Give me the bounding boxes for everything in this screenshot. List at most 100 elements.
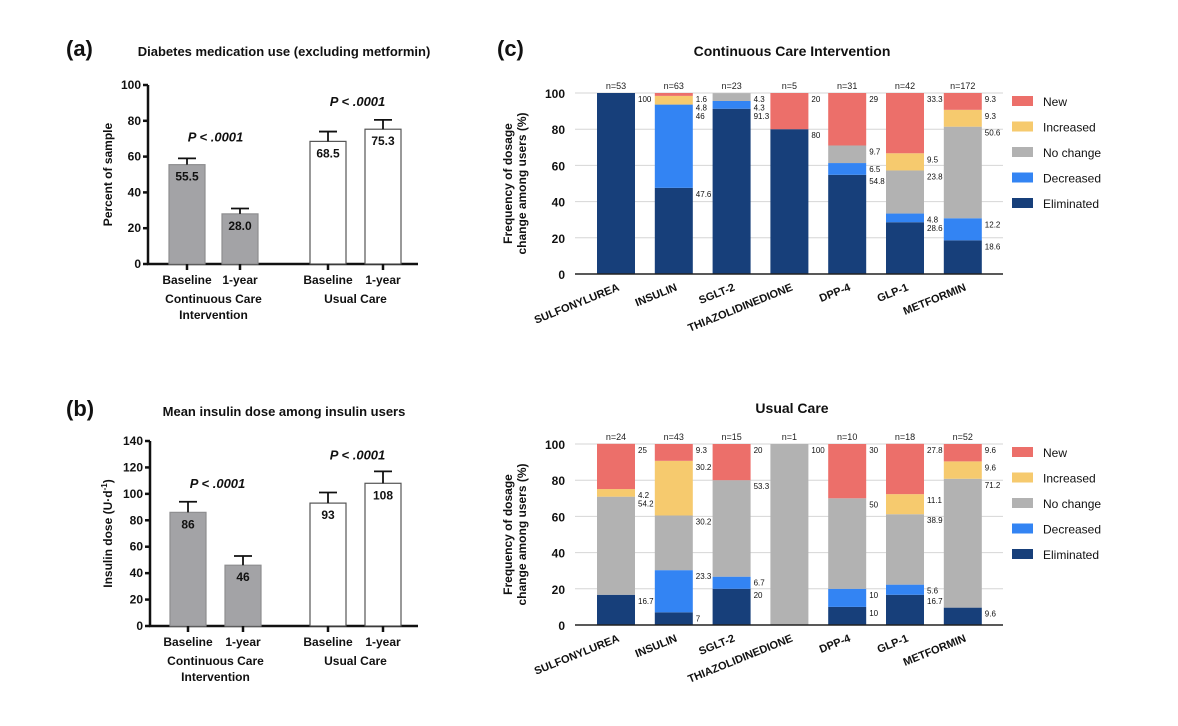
stacked-segment-decreased: [654, 104, 693, 188]
segment-value-label: 23.3: [696, 572, 712, 581]
x-tick-label: METFORMIN: [902, 282, 968, 318]
y-tick-label: 40: [128, 185, 142, 199]
y-axis-label: Frequency of dosage: [501, 474, 515, 595]
panel-a-letter: (a): [66, 36, 93, 61]
y-tick-label: 100: [545, 87, 565, 101]
x-tick-label: SULFONYLUREA: [533, 282, 621, 327]
x-tick-label: 1-year: [365, 635, 401, 649]
y-tick-label: 60: [552, 159, 566, 173]
segment-value-label: 16.7: [638, 597, 654, 606]
stacked-segment-new: [943, 444, 982, 462]
segment-value-label: 30.2: [696, 463, 712, 472]
group-label: Intervention: [181, 670, 250, 684]
chart-c2-title: Usual Care: [755, 400, 828, 416]
segment-value-label: 10: [869, 591, 878, 600]
segment-value-label: 29: [869, 95, 878, 104]
segment-value-label: 27.8: [927, 446, 943, 455]
stacked-segment-new: [712, 444, 751, 481]
stacked-segment-increased: [886, 494, 924, 515]
bar: [364, 128, 402, 265]
bar: [309, 502, 347, 627]
y-tick-label: 100: [123, 487, 143, 501]
n-label: n=10: [837, 432, 857, 442]
legend-swatch: [1012, 121, 1033, 132]
x-tick-label: 1-year: [222, 273, 258, 287]
segment-value-label: 4.3: [754, 104, 766, 113]
y-tick-label: 40: [552, 196, 566, 210]
segment-value-label: 47.6: [696, 190, 712, 199]
stacked-segment-eliminated: [770, 129, 809, 274]
segment-value-label: 54.8: [869, 177, 885, 186]
x-tick-label: SGLT-2: [697, 633, 736, 658]
group-label: Continuous Care: [165, 292, 262, 306]
y-tick-label: 0: [134, 257, 141, 271]
bar-value-label: 55.5: [175, 170, 199, 184]
chart-c2: 0 20 40 60 80 100 Frequency of dosage change am…: [501, 432, 1101, 686]
bar: [309, 140, 347, 265]
x-tick-label: Baseline: [162, 273, 212, 287]
y-tick-label: 80: [552, 474, 566, 488]
n-label: n=1: [782, 432, 797, 442]
stacked-segment-no-change: [770, 444, 809, 625]
segment-value-label: 9.6: [985, 446, 997, 455]
stacked-segment-eliminated: [886, 222, 924, 274]
y-tick-label: 60: [128, 150, 142, 164]
x-tick-label: Baseline: [163, 635, 213, 649]
p-value-label: P < .0001: [188, 129, 244, 144]
y-axis-label: Frequency of dosage: [501, 123, 515, 244]
segment-value-label: 6.5: [869, 165, 881, 174]
n-label: n=15: [721, 432, 741, 442]
p-value-label: P < .0001: [190, 476, 246, 491]
stacked-segment-eliminated: [654, 187, 693, 274]
legend-label: Increased: [1043, 472, 1096, 486]
y-tick-label: 0: [136, 619, 143, 633]
segment-value-label: 50: [869, 500, 878, 509]
x-tick-label: DPP-4: [818, 632, 853, 656]
stacked-segment-decreased: [828, 163, 867, 175]
y-axis-label: Insulin dose (U·d-1): [100, 479, 115, 587]
y-tick-label: 40: [130, 566, 144, 580]
y-tick-label: 140: [123, 434, 143, 448]
x-tick-label: SGLT-2: [697, 282, 736, 307]
chart-a: 0 20 40 60 80 100 Percent of sample 55.5 Baselin…: [101, 78, 418, 322]
stacked-segment-no-change: [828, 498, 867, 589]
bar-value-label: 68.5: [316, 146, 340, 160]
segment-value-label: 50.6: [985, 129, 1001, 138]
bar-value-label: 86: [181, 517, 195, 531]
bar-value-label: 93: [321, 508, 335, 522]
bar: [364, 482, 402, 627]
group-label: Usual Care: [324, 654, 387, 668]
segment-value-label: 53.3: [754, 482, 770, 491]
n-label: n=5: [782, 81, 797, 91]
chart-a-title: Diabetes medication use (excluding metfo…: [138, 44, 431, 59]
stacked-segment-no-change: [828, 145, 867, 164]
group-label: Continuous Care: [167, 654, 264, 668]
group-label: Intervention: [179, 308, 248, 322]
segment-value-label: 20: [754, 446, 763, 455]
legend-swatch: [1012, 447, 1033, 457]
y-axis-label: change among users (%): [515, 112, 529, 254]
stacked-segment-no-change: [886, 170, 924, 214]
stacked-segment-increased: [943, 461, 982, 479]
n-label: n=52: [953, 432, 973, 442]
x-tick-label: INSULIN: [634, 282, 679, 310]
y-tick-label: 0: [558, 619, 565, 633]
y-tick-label: 80: [552, 123, 566, 137]
segment-value-label: 5.6: [927, 587, 939, 596]
stacked-segment-increased: [886, 153, 924, 171]
x-tick-label: THIAZOLIDINEDIONE: [686, 282, 794, 335]
segment-value-label: 4.8: [927, 216, 939, 225]
segment-value-label: 10: [869, 609, 878, 618]
bar-value-label: 108: [373, 488, 393, 502]
n-label: n=172: [950, 81, 975, 91]
stacked-segment-eliminated: [886, 594, 924, 625]
segment-value-label: 100: [811, 446, 825, 455]
segment-value-label: 46: [696, 112, 705, 121]
y-tick-label: 40: [552, 547, 566, 561]
stacked-segment-increased: [654, 95, 693, 105]
n-label: n=23: [721, 81, 741, 91]
y-tick-label: 20: [552, 583, 566, 597]
legend-label: New: [1043, 446, 1067, 460]
y-axis-label: change among users (%): [515, 463, 529, 605]
chart-c1-title: Continuous Care Intervention: [694, 43, 891, 59]
